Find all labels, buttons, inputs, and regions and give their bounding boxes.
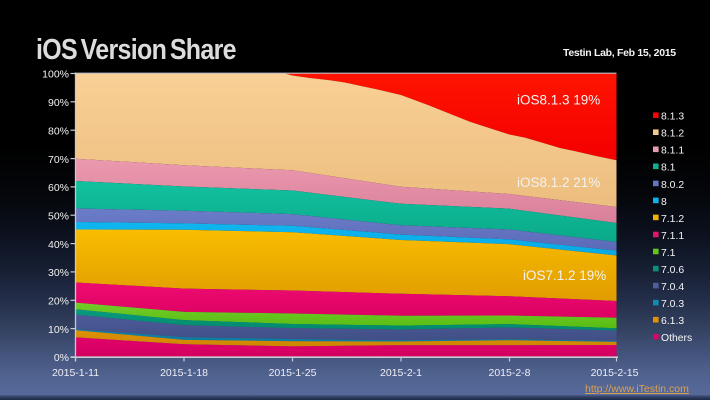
- svg-text:8.1: 8.1: [661, 163, 676, 174]
- svg-text:2015-2-1: 2015-2-1: [380, 367, 422, 379]
- svg-text:Others: Others: [661, 333, 692, 344]
- svg-text:2015-1-18: 2015-1-18: [160, 367, 208, 379]
- svg-text:6.1.3: 6.1.3: [661, 316, 684, 327]
- svg-text:iOS8.1.3 19%: iOS8.1.3 19%: [517, 93, 600, 108]
- svg-text:8.1.2: 8.1.2: [661, 129, 684, 140]
- svg-text:30%: 30%: [48, 267, 69, 279]
- svg-text:8: 8: [661, 197, 667, 208]
- svg-text:7.1: 7.1: [661, 248, 676, 259]
- svg-text:7.0.3: 7.0.3: [661, 299, 684, 310]
- svg-text:70%: 70%: [48, 154, 69, 166]
- svg-text:7.0.4: 7.0.4: [661, 282, 684, 293]
- svg-text:8.1.1: 8.1.1: [661, 146, 684, 157]
- svg-text:2015-1-11: 2015-1-11: [52, 367, 99, 379]
- svg-text:iOS7.1.2 19%: iOS7.1.2 19%: [523, 268, 606, 283]
- svg-text:8.1.3: 8.1.3: [661, 112, 684, 123]
- svg-text:60%: 60%: [48, 182, 69, 194]
- svg-text:2015-2-15: 2015-2-15: [591, 367, 639, 379]
- svg-text:90%: 90%: [48, 97, 69, 109]
- svg-text:7.0.6: 7.0.6: [661, 265, 684, 276]
- svg-text:8.0.2: 8.0.2: [661, 180, 684, 191]
- svg-text:10%: 10%: [48, 324, 69, 336]
- svg-text:80%: 80%: [48, 125, 69, 137]
- svg-text:2015-2-8: 2015-2-8: [488, 367, 530, 379]
- svg-text:100%: 100%: [42, 69, 69, 81]
- svg-text:7.1.2: 7.1.2: [661, 214, 684, 225]
- svg-text:7.1.1: 7.1.1: [661, 231, 684, 242]
- svg-text:20%: 20%: [48, 296, 69, 308]
- svg-text:40%: 40%: [48, 239, 69, 251]
- svg-text:iOS8.1.2 21%: iOS8.1.2 21%: [517, 175, 600, 190]
- svg-text:0%: 0%: [54, 352, 69, 364]
- svg-text:2015-1-25: 2015-1-25: [269, 367, 317, 379]
- svg-text:50%: 50%: [48, 210, 69, 222]
